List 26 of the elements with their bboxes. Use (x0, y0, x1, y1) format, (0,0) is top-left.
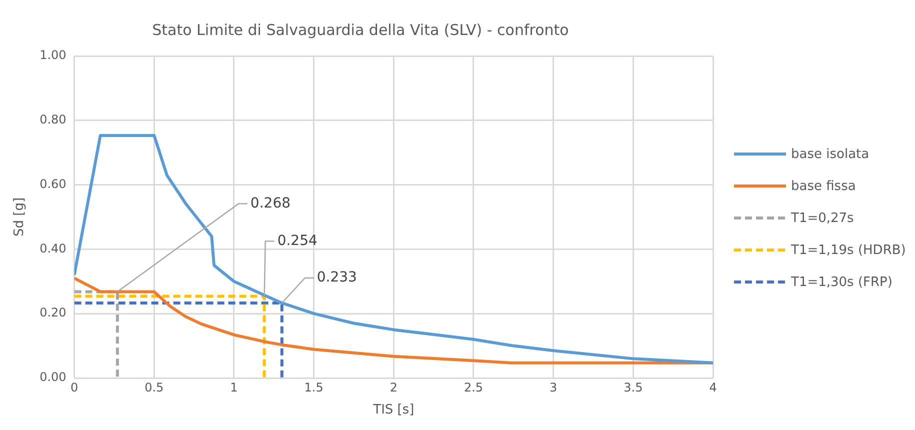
x-tick-label: 2 (390, 380, 398, 394)
y-tick-label: 0.80 (40, 112, 66, 127)
x-tick-label: 3 (550, 380, 558, 394)
legend-label: T1=1,30s (FRP) (791, 274, 892, 290)
x-tick-label: 1 (230, 380, 238, 394)
x-tick-label: 3.5 (624, 380, 643, 394)
x-tick-label: 1.5 (304, 380, 324, 394)
annotation: 0.254 (277, 232, 318, 249)
legend-label: base fissa (791, 178, 856, 194)
legend-label: T1=1,19s (HDRB) (791, 242, 906, 258)
y-tick-label: 0.60 (40, 176, 66, 191)
y-tick-label: 0.40 (40, 241, 66, 256)
legend-label: base isolata (791, 146, 870, 162)
y-tick-label: 1.00 (40, 48, 66, 62)
x-axis-title: TIS [s] (372, 402, 414, 418)
x-tick-label: 2.5 (464, 380, 484, 394)
annotation: 0.268 (250, 195, 291, 212)
x-tick-label: 0.5 (144, 380, 164, 394)
x-tick-label: 0 (70, 380, 78, 394)
y-tick-label: 0.20 (40, 306, 66, 320)
x-tick-label: 4 (709, 380, 717, 394)
y-tick-label: 0.00 (40, 370, 66, 384)
y-axis-title: Sd [g] (12, 197, 28, 237)
chart-title: Stato Limite di Salvaguardia della Vita (SLV) - confronto (152, 20, 569, 39)
legend-label: T1=0,27s (791, 210, 854, 226)
annotation: 0.233 (316, 270, 357, 286)
